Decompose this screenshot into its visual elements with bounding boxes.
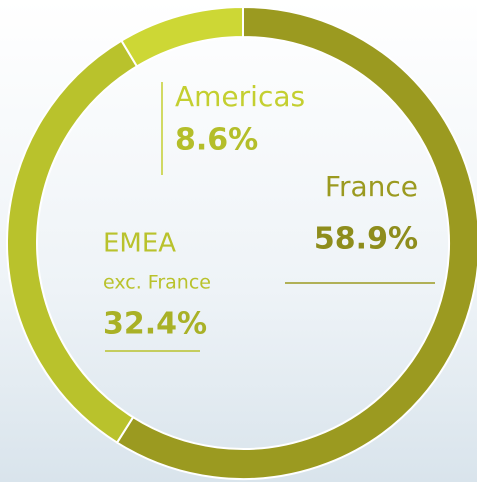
segment-label: Americas: [175, 80, 305, 113]
donut-segment: [120, 5, 244, 68]
segment-label: EMEA: [103, 229, 176, 259]
value-label: 8.6%: [175, 123, 258, 158]
donut-segment: [115, 5, 477, 480]
segment-label: France: [325, 170, 418, 203]
value-label: 58.9%: [314, 222, 418, 257]
value-label: 32.4%: [103, 307, 207, 342]
segment-sublabel: exc. France: [103, 272, 211, 294]
